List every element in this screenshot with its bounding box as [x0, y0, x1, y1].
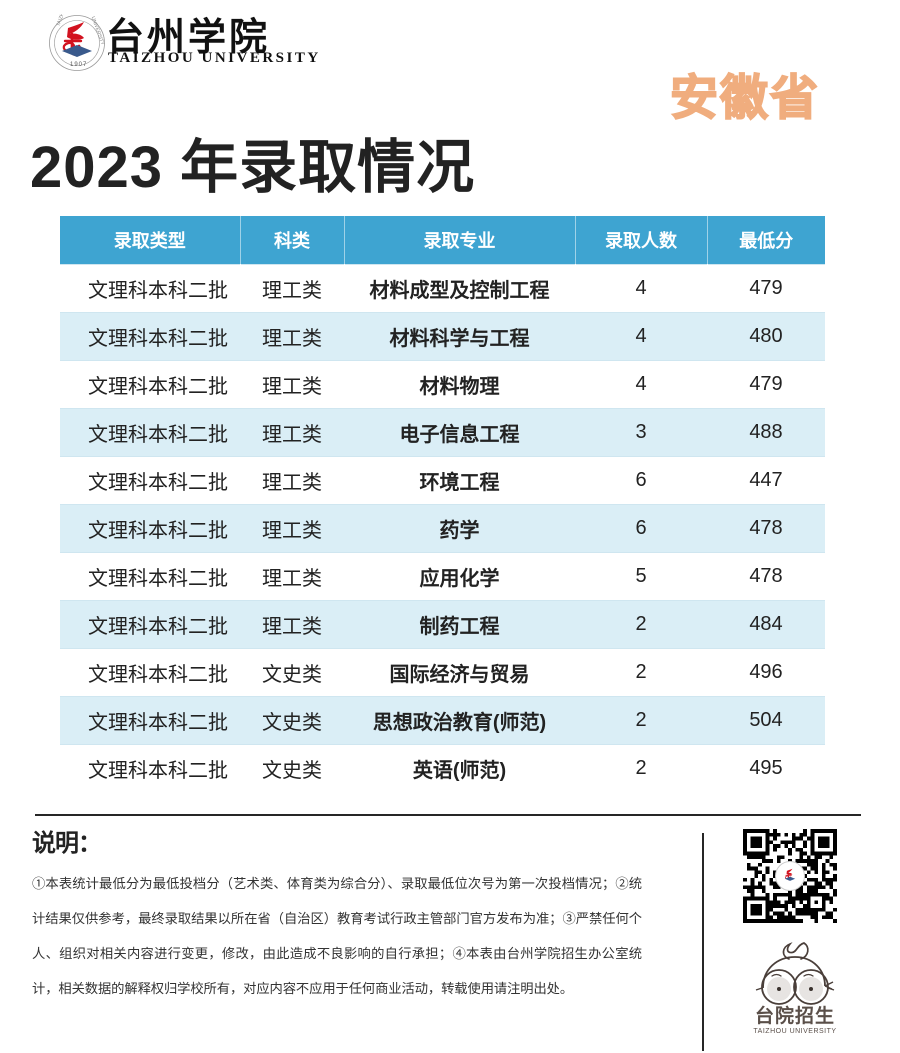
svg-text:TAIZHOU UNIVERSITY: TAIZHOU UNIVERSITY: [753, 1028, 836, 1035]
svg-text:台院招生: 台院招生: [755, 1004, 835, 1027]
svg-text:1907: 1907: [70, 62, 87, 68]
